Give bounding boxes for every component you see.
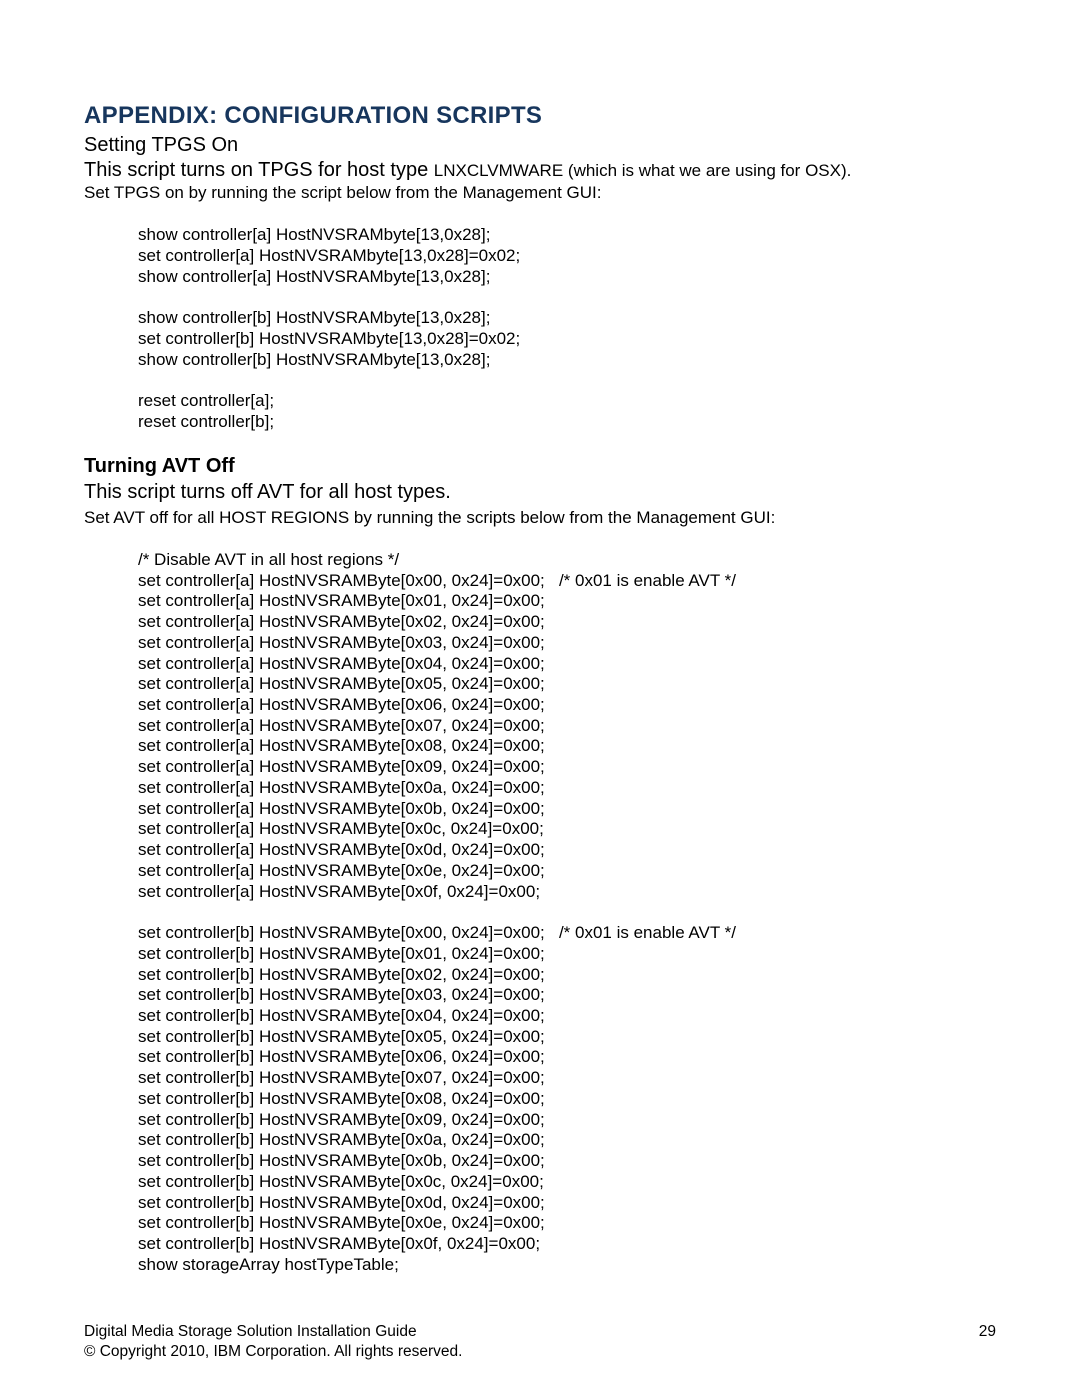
script-line: set controller[a] HostNVSRAMByte[0x05, 0…	[138, 674, 996, 695]
section2-script-block: /* Disable AVT in all host regions */set…	[84, 550, 996, 1276]
script-line: set controller[a] HostNVSRAMByte[0x0e, 0…	[138, 861, 996, 882]
section1-intro-code: LNXCLVMWARE	[434, 161, 563, 180]
script-line: set controller[b] HostNVSRAMByte[0x0b, 0…	[138, 1151, 996, 1172]
script-line: show controller[a] HostNVSRAMbyte[13,0x2…	[138, 225, 996, 246]
section1-script-block: show controller[a] HostNVSRAMbyte[13,0x2…	[84, 225, 996, 432]
appendix-heading: APPENDIX: CONFIGURATION SCRIPTS	[84, 102, 996, 130]
script-line	[138, 902, 996, 923]
script-line: set controller[b] HostNVSRAMByte[0x08, 0…	[138, 1089, 996, 1110]
script-line: set controller[b] HostNVSRAMByte[0x09, 0…	[138, 1110, 996, 1131]
script-line: set controller[a] HostNVSRAMByte[0x07, 0…	[138, 716, 996, 737]
script-line: set controller[a] HostNVSRAMByte[0x0a, 0…	[138, 778, 996, 799]
section1-intro: This script turns on TPGS for host type …	[84, 159, 996, 182]
script-line: set controller[a] HostNVSRAMByte[0x01, 0…	[138, 591, 996, 612]
script-line: set controller[a] HostNVSRAMByte[0x0b, 0…	[138, 799, 996, 820]
script-line: set controller[b] HostNVSRAMByte[0x03, 0…	[138, 985, 996, 1006]
section1-instruction: Set TPGS on by running the script below …	[84, 182, 996, 203]
script-line	[138, 287, 996, 308]
script-line: set controller[a] HostNVSRAMByte[0x03, 0…	[138, 633, 996, 654]
section2-instruction: Set AVT off for all HOST REGIONS by runn…	[84, 507, 996, 528]
section2-intro: This script turns off AVT for all host t…	[84, 480, 996, 505]
script-line: set controller[b] HostNVSRAMbyte[13,0x28…	[138, 329, 996, 350]
script-line: set controller[b] HostNVSRAMByte[0x06, 0…	[138, 1047, 996, 1068]
script-line: set controller[b] HostNVSRAMByte[0x01, 0…	[138, 944, 996, 965]
script-line: set controller[b] HostNVSRAMByte[0x07, 0…	[138, 1068, 996, 1089]
page-footer: Digital Media Storage Solution Installat…	[84, 1322, 996, 1361]
script-line: reset controller[a];	[138, 391, 996, 412]
script-line: set controller[a] HostNVSRAMByte[0x0f, 0…	[138, 882, 996, 903]
script-line	[138, 370, 996, 391]
footer-doc-title: Digital Media Storage Solution Installat…	[84, 1322, 417, 1341]
script-line: show storageArray hostTypeTable;	[138, 1255, 996, 1276]
script-line: set controller[a] HostNVSRAMByte[0x00, 0…	[138, 571, 996, 592]
footer-copyright: © Copyright 2010, IBM Corporation. All r…	[84, 1342, 996, 1361]
script-line: set controller[a] HostNVSRAMByte[0x0d, 0…	[138, 840, 996, 861]
section2-title: Turning AVT Off	[84, 455, 996, 478]
script-line: set controller[a] HostNVSRAMByte[0x09, 0…	[138, 757, 996, 778]
script-line: set controller[b] HostNVSRAMByte[0x0a, 0…	[138, 1130, 996, 1151]
section1-intro-post: (which is what we are using for OSX).	[563, 161, 851, 180]
script-line: set controller[a] HostNVSRAMbyte[13,0x28…	[138, 246, 996, 267]
script-line: show controller[b] HostNVSRAMbyte[13,0x2…	[138, 350, 996, 371]
script-line: set controller[a] HostNVSRAMByte[0x06, 0…	[138, 695, 996, 716]
script-line: /* Disable AVT in all host regions */	[138, 550, 996, 571]
script-line: set controller[b] HostNVSRAMByte[0x0d, 0…	[138, 1193, 996, 1214]
section1-title: Setting TPGS On	[84, 134, 996, 157]
section1-intro-pre: This script turns on TPGS for host type	[84, 159, 434, 181]
script-line: set controller[a] HostNVSRAMByte[0x0c, 0…	[138, 819, 996, 840]
script-line: set controller[b] HostNVSRAMByte[0x04, 0…	[138, 1006, 996, 1027]
footer-page-number: 29	[979, 1322, 996, 1341]
script-line: set controller[b] HostNVSRAMByte[0x00, 0…	[138, 923, 996, 944]
script-line: set controller[a] HostNVSRAMByte[0x02, 0…	[138, 612, 996, 633]
script-line: show controller[b] HostNVSRAMbyte[13,0x2…	[138, 308, 996, 329]
script-line: set controller[b] HostNVSRAMByte[0x0f, 0…	[138, 1234, 996, 1255]
script-line: set controller[b] HostNVSRAMByte[0x02, 0…	[138, 965, 996, 986]
script-line: reset controller[b];	[138, 412, 996, 433]
script-line: set controller[b] HostNVSRAMByte[0x0c, 0…	[138, 1172, 996, 1193]
script-line: set controller[a] HostNVSRAMByte[0x04, 0…	[138, 654, 996, 675]
script-line: set controller[b] HostNVSRAMByte[0x0e, 0…	[138, 1213, 996, 1234]
script-line: set controller[b] HostNVSRAMByte[0x05, 0…	[138, 1027, 996, 1048]
script-line: set controller[a] HostNVSRAMByte[0x08, 0…	[138, 736, 996, 757]
script-line: show controller[a] HostNVSRAMbyte[13,0x2…	[138, 267, 996, 288]
